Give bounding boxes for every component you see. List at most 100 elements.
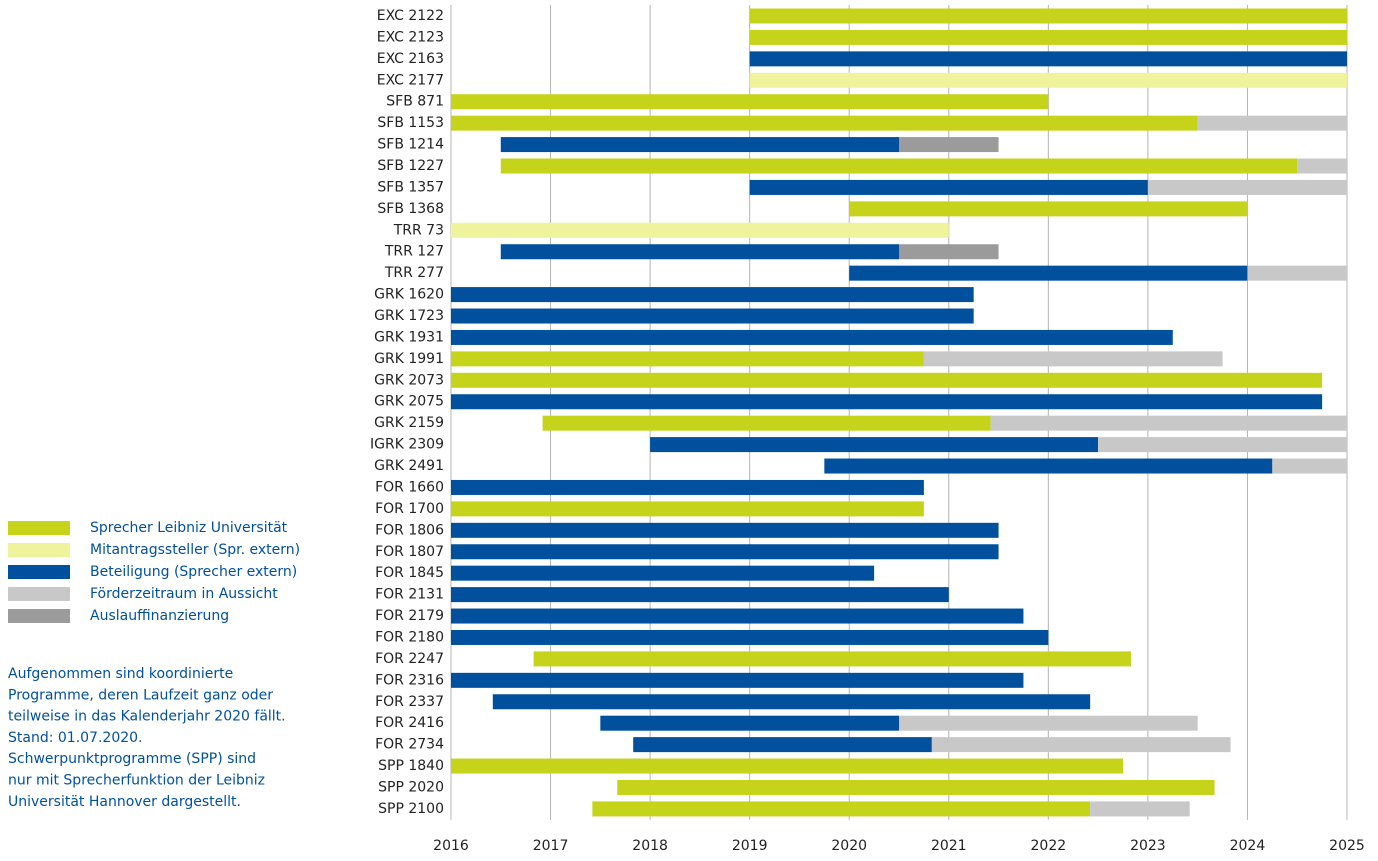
legend-swatch xyxy=(8,565,70,579)
bar-segment xyxy=(899,244,999,260)
row-label: FOR 1806 xyxy=(375,522,444,538)
row-label: GRK 2159 xyxy=(374,415,444,431)
row-label: EXC 2177 xyxy=(377,72,444,88)
x-tick-label: 2020 xyxy=(831,838,867,854)
bar-segment xyxy=(1197,115,1347,131)
row-label: FOR 2131 xyxy=(375,587,444,603)
row-label: SPP 2020 xyxy=(378,779,444,795)
bar-segment xyxy=(451,758,1123,774)
bar-segment xyxy=(492,694,1091,710)
bar-segment xyxy=(451,287,974,303)
bar-segment xyxy=(749,179,1148,195)
row-label: TRR 127 xyxy=(384,244,444,260)
row-label: FOR 1845 xyxy=(375,565,444,581)
bar-segment xyxy=(533,651,1131,667)
legend-label: Sprecher Leibniz Universität xyxy=(90,520,288,536)
row-label: FOR 2247 xyxy=(375,651,444,667)
bar-segment xyxy=(451,587,949,603)
legend-label: Förderzeitraum in Aussicht xyxy=(90,586,278,602)
legend-label: Auslauffinanzierung xyxy=(90,608,229,624)
row-label: FOR 2316 xyxy=(375,672,444,688)
x-tick-label: 2017 xyxy=(533,838,569,854)
bar-segment xyxy=(451,544,999,560)
row-label: TRR 73 xyxy=(393,222,444,238)
row-label: SFB 1153 xyxy=(377,115,444,131)
note-line: Programme, deren Laufzeit ganz oder xyxy=(8,687,273,703)
legend-swatch xyxy=(8,543,70,557)
bar-segment xyxy=(451,629,1049,645)
row-label: EXC 2163 xyxy=(377,51,444,67)
bar-segment xyxy=(931,737,1231,753)
row-label: FOR 2734 xyxy=(375,737,444,753)
x-tick-label: 2023 xyxy=(1130,838,1166,854)
row-label: SFB 1357 xyxy=(377,179,444,195)
note-line: Universität Hannover dargestellt. xyxy=(8,794,241,810)
row-label: FOR 2337 xyxy=(375,694,444,710)
bar-segment xyxy=(617,779,1215,795)
bar-segment xyxy=(500,244,899,260)
row-label: GRK 1931 xyxy=(374,329,444,345)
bar-segment xyxy=(923,351,1223,367)
row-label: FOR 2416 xyxy=(375,715,444,731)
bar-segment xyxy=(451,394,1323,410)
row-label: FOR 2180 xyxy=(375,629,444,645)
bar-segment xyxy=(899,715,1198,731)
bar-segment xyxy=(824,458,1273,474)
x-tick-label: 2025 xyxy=(1329,838,1365,854)
row-label: GRK 1723 xyxy=(374,308,444,324)
row-label: GRK 1991 xyxy=(374,351,444,367)
row-label: GRK 2491 xyxy=(374,458,444,474)
row-label: EXC 2123 xyxy=(377,29,444,45)
row-label: FOR 2179 xyxy=(375,608,444,624)
row-label: SFB 1227 xyxy=(377,158,444,174)
legend-label: Beteiligung (Sprecher extern) xyxy=(90,564,297,580)
x-tick-label: 2018 xyxy=(632,838,668,854)
bar-segment xyxy=(1297,158,1347,174)
bar-segment xyxy=(592,801,1091,817)
bar-segment xyxy=(451,351,924,367)
bar-segment xyxy=(749,72,1347,88)
bar-segment xyxy=(600,715,899,731)
legend-swatch xyxy=(8,609,70,623)
row-label: SFB 1368 xyxy=(377,201,444,217)
bar-segment xyxy=(451,308,974,324)
bar-segment xyxy=(451,372,1323,388)
bar-segment xyxy=(451,608,1024,624)
note-line: nur mit Sprecherfunktion der Leibniz xyxy=(8,773,265,789)
x-tick-label: 2019 xyxy=(732,838,768,854)
row-label: TRR 277 xyxy=(384,265,444,281)
bar-segment xyxy=(849,201,1248,217)
bar-segment xyxy=(749,51,1347,67)
x-tick-label: 2021 xyxy=(931,838,967,854)
note-line: Stand: 01.07.2020. xyxy=(8,730,143,746)
bar-segment xyxy=(500,158,1298,174)
bar-segment xyxy=(749,29,1347,45)
bar-segment xyxy=(633,737,932,753)
note-line: Aufgenommen sind koordinierte xyxy=(8,666,233,682)
bar-segment xyxy=(650,437,1099,453)
bar-segment xyxy=(451,479,924,495)
row-label: GRK 2075 xyxy=(374,394,444,410)
bar-segment xyxy=(451,501,924,517)
bar-segment xyxy=(749,8,1347,24)
bar-segment xyxy=(1247,265,1347,281)
legend-swatch xyxy=(8,521,70,535)
bar-segment xyxy=(451,522,999,538)
row-label: SFB 1214 xyxy=(377,137,444,153)
bar-segment xyxy=(990,415,1347,431)
row-label: SPP 2100 xyxy=(378,801,444,817)
row-label: GRK 2073 xyxy=(374,372,444,388)
row-label: EXC 2122 xyxy=(377,8,444,24)
legend-swatch xyxy=(8,587,70,601)
bar-segment xyxy=(451,94,1049,110)
x-tick-label: 2024 xyxy=(1230,838,1266,854)
row-label: SFB 871 xyxy=(386,94,444,110)
bar-segment xyxy=(1147,179,1347,195)
bar-segment xyxy=(1098,437,1347,453)
bar-segment xyxy=(451,329,1173,345)
bar-segment xyxy=(1272,458,1347,474)
note-line: Schwerpunktprogramme (SPP) sind xyxy=(8,751,256,767)
bar-segment xyxy=(1090,801,1190,817)
bar-segment xyxy=(899,137,999,153)
